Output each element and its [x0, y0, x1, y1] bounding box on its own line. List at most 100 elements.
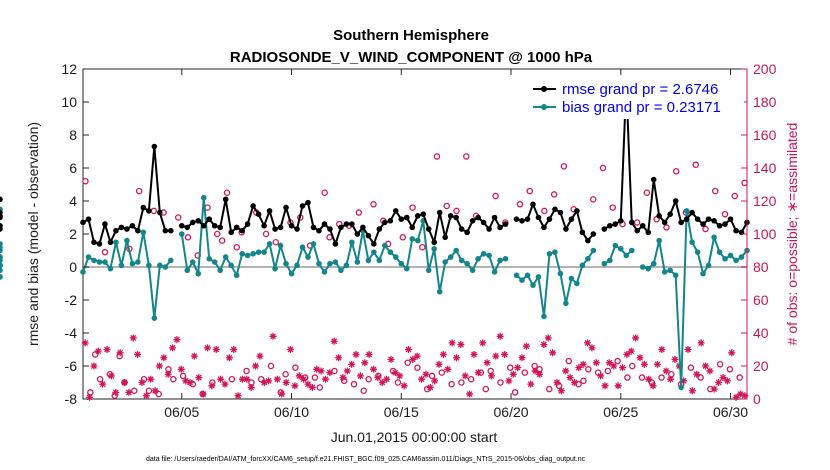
bias-point [700, 270, 706, 277]
obs-assimilated-point [584, 339, 592, 347]
rmse-point [266, 208, 273, 214]
bias-point [617, 246, 624, 252]
rmse-point [228, 229, 234, 236]
bias-point [168, 257, 174, 264]
obs-assimilated-point [326, 369, 334, 377]
bias-point [371, 249, 377, 255]
obs-assimilated-point [356, 372, 364, 380]
obs-assimilated-point [623, 350, 631, 358]
obs-possible-point [360, 387, 367, 394]
bias-point [436, 288, 443, 295]
bias-point [217, 267, 223, 274]
obs-possible-point [736, 374, 743, 381]
bias-point [639, 264, 646, 270]
bias-point [530, 282, 536, 288]
obs-possible-point [223, 189, 231, 196]
bias-point [118, 262, 125, 269]
bias-point [327, 260, 333, 267]
bias-point [228, 262, 234, 269]
obs-assimilated-point [295, 372, 303, 380]
obs-assimilated-point [383, 375, 391, 383]
y-right-tick-label: 40 [753, 325, 769, 341]
obs-assimilated-point [527, 380, 535, 388]
rmse-point [135, 227, 141, 234]
obs-possible-point [731, 192, 739, 200]
obs-assimilated-point [190, 352, 198, 360]
obs-assimilated-point [544, 334, 552, 342]
obs-possible-point [321, 189, 328, 196]
obs-possible-point [170, 375, 177, 383]
rmse-point [425, 226, 432, 232]
obs-assimilated-point [173, 336, 181, 344]
obs-assimilated-point [291, 382, 299, 390]
rmse-point [689, 209, 695, 216]
rmse-point [129, 222, 136, 229]
bias-point [661, 269, 668, 275]
bias-point [645, 265, 652, 272]
y-right-tick-label: 20 [753, 358, 769, 374]
rmse-point [118, 224, 125, 231]
bias-point [678, 384, 684, 391]
rmse-point [486, 226, 492, 232]
rmse-point [403, 214, 410, 221]
bias-point [107, 265, 114, 272]
bias-point [140, 229, 147, 236]
obs-assimilated-point [710, 385, 718, 393]
obs-possible-point [443, 202, 450, 210]
bias-point [585, 255, 591, 262]
obs-assimilated-point [540, 341, 548, 349]
rmse-point [705, 216, 712, 222]
legend-rmse-label: rmse grand pr = 2.6746 [562, 81, 718, 98]
obs-assimilated-point [605, 359, 613, 367]
bias-point [250, 251, 256, 257]
bias-point [266, 241, 273, 247]
obs-assimilated-point [186, 379, 194, 386]
bias-point [607, 257, 613, 264]
obs-assimilated-point [509, 370, 517, 378]
bias-point [524, 272, 531, 279]
obs-assimilated-point [448, 339, 456, 347]
legend-rmse-marker [541, 86, 547, 92]
bias-point [96, 259, 103, 265]
obs-assimilated-point [238, 375, 246, 383]
legend-bias-label: bias grand pr = 0.23171 [562, 99, 721, 116]
obs-assimilated-point [470, 350, 478, 358]
obs-assimilated-point [112, 388, 120, 396]
rmse-point [552, 206, 558, 213]
obs-assimilated-point [90, 362, 98, 370]
obs-assimilated-point [435, 360, 443, 368]
rmse-point [453, 214, 459, 221]
obs-possible-point [516, 201, 524, 208]
legend-bias-marker [541, 104, 547, 110]
obs-possible-point [82, 177, 89, 185]
bias-point [305, 254, 311, 260]
bias-point [650, 260, 657, 267]
obs-assimilated-point [160, 354, 168, 362]
bias-point [162, 264, 169, 270]
rmse-point [683, 216, 690, 222]
rmse-point [612, 221, 619, 227]
obs-assimilated-point [287, 346, 294, 353]
obs-assimilated-point [518, 354, 526, 362]
rmse-point [189, 219, 196, 226]
obs-possible-point [638, 374, 646, 381]
obs-assimilated-point [243, 375, 251, 383]
obs-possible-point [511, 389, 519, 396]
y-tick-label: 4 [69, 193, 77, 209]
bias-point [557, 270, 564, 277]
obs-assimilated-point [99, 380, 107, 388]
footnote: data file: /Users/raeder/DAI/ATM_forcXX/… [146, 456, 586, 463]
rmse-point [480, 219, 487, 226]
obs-assimilated-point [531, 367, 539, 375]
bias-point [261, 249, 267, 255]
bias-point [294, 262, 300, 269]
obs-possible-point [135, 187, 143, 195]
obs-possible-point [228, 375, 236, 383]
obs-assimilated-point [378, 379, 386, 386]
x-tick-label: 06/10 [274, 404, 309, 420]
bias-point [722, 255, 728, 262]
obs-possible-point [604, 367, 612, 375]
obs-possible-point [580, 377, 587, 385]
obs-possible-point [629, 362, 636, 370]
obs-possible-point [716, 361, 724, 368]
